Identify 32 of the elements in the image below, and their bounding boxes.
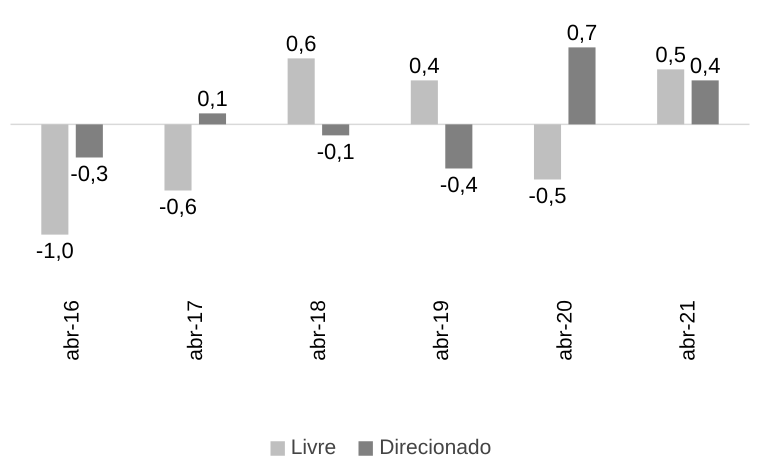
bar xyxy=(410,80,438,124)
x-tick-label: abr-17 xyxy=(184,300,207,361)
x-tick-label: abr-18 xyxy=(306,300,330,361)
bar xyxy=(41,124,68,235)
bar xyxy=(568,47,596,124)
data-label: 0,1 xyxy=(197,86,228,111)
data-label: -0,5 xyxy=(528,182,566,208)
x-tick-label: abr-20 xyxy=(553,300,576,361)
legend-label: Livre xyxy=(290,436,336,460)
bar xyxy=(534,124,562,180)
bar xyxy=(76,124,103,158)
legend-label: Direcionado xyxy=(379,436,492,460)
bar xyxy=(198,113,226,124)
data-label: -0,1 xyxy=(316,138,355,164)
x-tick-label: abr-21 xyxy=(676,300,700,361)
data-label: -1,0 xyxy=(36,238,74,264)
data-label: 0,7 xyxy=(566,20,598,45)
data-label: -0,3 xyxy=(70,160,108,186)
data-label: 0,4 xyxy=(690,52,720,78)
x-tick-label: abr-16 xyxy=(60,300,84,361)
bar xyxy=(657,69,684,124)
bar xyxy=(288,58,315,124)
data-label: -0,6 xyxy=(159,194,197,219)
data-label: 0,4 xyxy=(409,52,440,78)
data-label: -0,4 xyxy=(440,172,478,197)
bar xyxy=(164,124,192,191)
data-label: 0,5 xyxy=(655,42,686,67)
bar xyxy=(445,124,472,168)
x-tick-label: abr-19 xyxy=(430,300,454,361)
bar xyxy=(692,80,719,124)
bar xyxy=(322,124,350,136)
data-label: 0,6 xyxy=(286,30,316,56)
